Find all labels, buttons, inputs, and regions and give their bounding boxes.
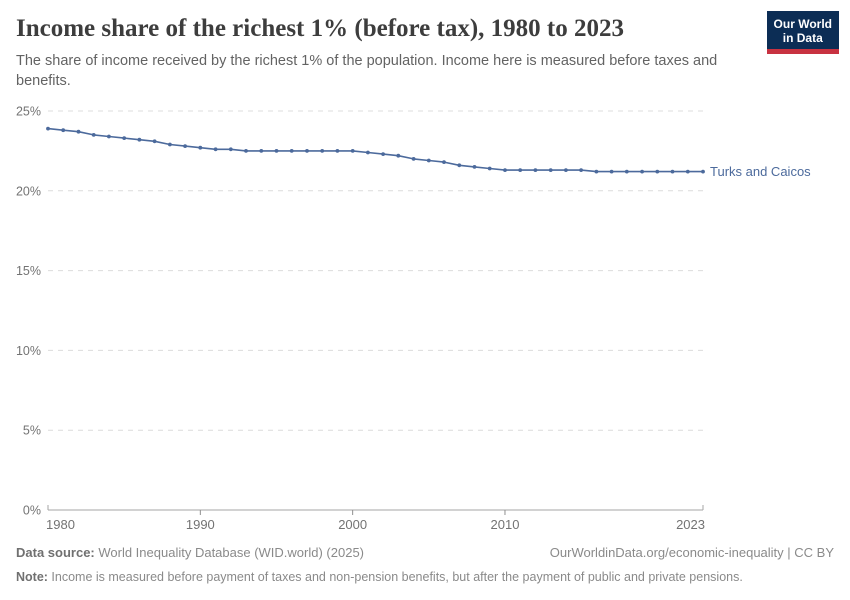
data-point: [426, 158, 431, 163]
data-point: [259, 149, 264, 153]
data-point: [670, 169, 675, 174]
chart-footer: Data source: World Inequality Database (…: [16, 545, 834, 585]
data-point: [289, 149, 294, 153]
owid-link[interactable]: OurWorldinData.org/economic-inequality |…: [549, 545, 834, 560]
data-source: Data source: World Inequality Database (…: [16, 545, 364, 562]
data-point: [213, 147, 218, 152]
data-point: [655, 169, 660, 174]
data-point: [503, 168, 507, 173]
data-point: [244, 149, 248, 153]
x-tick-label: 2010: [491, 517, 520, 532]
data-point: [701, 169, 705, 174]
data-point: [594, 169, 599, 174]
x-tick-label: 1990: [186, 517, 215, 532]
data-point: [122, 136, 127, 141]
data-point: [396, 153, 401, 158]
data-point: [685, 169, 690, 174]
y-tick-label: 25%: [16, 105, 41, 119]
chart-note-text: Income is measured before payment of tax…: [47, 569, 743, 584]
data-point: [609, 169, 614, 174]
data-point: [640, 169, 644, 174]
page-title: Income share of the richest 1% (before t…: [16, 15, 624, 42]
series-line: [47, 127, 703, 173]
data-point: [76, 129, 81, 134]
chart-subtitle: The share of income received by the rich…: [16, 53, 718, 89]
data-point: [107, 134, 111, 139]
x-tick-label: 2023: [676, 517, 705, 532]
series-label: Turks and Caicos: [710, 164, 811, 179]
chart-note-label: Note:: [16, 569, 48, 584]
data-point: [168, 142, 172, 147]
data-point: [411, 157, 416, 161]
y-tick-label: 5%: [23, 424, 41, 438]
data-source-text: World Inequality Database (WID.world) (2…: [94, 545, 365, 560]
chart-note: Note: Income is measured before payment …: [16, 569, 834, 585]
x-tick-label: 2000: [338, 517, 367, 532]
data-point: [350, 149, 355, 153]
owid-logo-line2: in Data: [782, 31, 823, 46]
owid-logo-line1: Our World: [773, 17, 832, 31]
data-point: [320, 149, 325, 153]
x-tick-label: 1980: [46, 517, 75, 532]
owid-logo: Our World in Data: [766, 11, 839, 55]
data-point: [46, 126, 50, 131]
y-tick-label: 0%: [23, 504, 41, 518]
data-point: [274, 149, 279, 153]
data-point: [198, 145, 203, 150]
data-point: [335, 149, 340, 153]
data-point: [533, 168, 538, 173]
data-point: [564, 168, 568, 173]
data-point: [579, 168, 583, 173]
data-point: [152, 139, 157, 144]
data-point: [183, 144, 188, 149]
data-point: [624, 169, 629, 174]
data-point: [487, 166, 492, 171]
data-point: [366, 150, 370, 155]
data-point: [381, 152, 385, 157]
data-point: [305, 149, 309, 153]
y-tick-label: 15%: [16, 264, 41, 278]
data-point: [228, 147, 233, 152]
data-point: [457, 163, 462, 168]
chart-header: Income share of the richest 1% (before t…: [0, 0, 850, 91]
data-point: [548, 168, 553, 173]
data-source-label: Data source:: [16, 545, 95, 560]
data-point: [91, 133, 96, 137]
data-point: [472, 165, 477, 169]
data-point: [442, 160, 446, 165]
y-tick-label: 20%: [16, 184, 41, 198]
y-tick-label: 10%: [16, 344, 41, 358]
data-point: [518, 168, 523, 173]
data-point: [61, 128, 66, 133]
data-point: [137, 137, 142, 142]
